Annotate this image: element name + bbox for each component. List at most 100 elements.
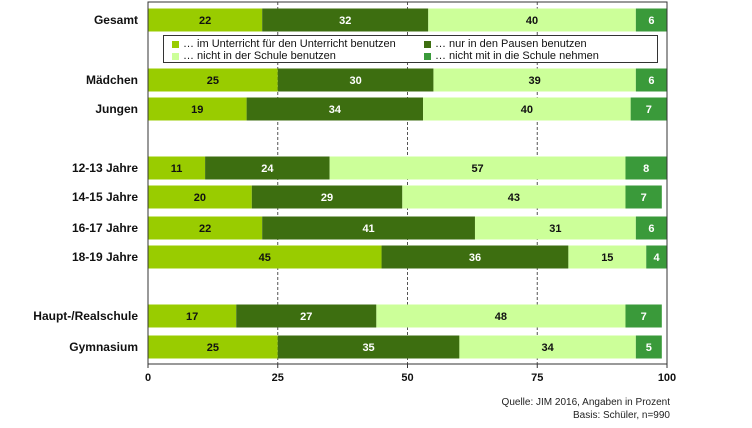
legend-item-pausen: … nur in den Pausen benutzen — [424, 38, 587, 50]
x-tick-label: 50 — [401, 372, 413, 384]
legend-swatch-nicht-mit — [424, 52, 431, 60]
x-tick-label: 75 — [531, 372, 543, 384]
bar-segment — [262, 216, 475, 240]
bar-segment — [625, 185, 662, 209]
bar-segment — [459, 335, 636, 359]
data-label: 45 — [259, 252, 271, 264]
data-label: 8 — [643, 163, 649, 175]
bar-segment — [236, 304, 377, 328]
data-label: 48 — [495, 311, 507, 323]
data-label: 29 — [321, 192, 333, 204]
category-label: Gymnasium — [69, 340, 138, 354]
legend-swatch-unterricht — [172, 40, 179, 48]
bar-segment — [277, 68, 434, 92]
legend-item-nicht-mit: … nicht mit in die Schule nehmen — [424, 50, 599, 62]
data-label: 25 — [207, 75, 219, 87]
bar-segment — [148, 8, 263, 32]
category-label: Mädchen — [86, 73, 138, 87]
bar-segment — [148, 335, 278, 359]
data-label: 15 — [601, 252, 613, 264]
legend-item-unterricht: … im Unterricht für den Unterricht benut… — [172, 38, 396, 50]
legend-swatch-pausen — [424, 40, 431, 48]
bar-segment — [625, 304, 662, 328]
category-label: 14-15 Jahre — [72, 190, 138, 204]
basis-line: Basis: Schüler, n=990 — [572, 410, 670, 421]
x-tick-label: 0 — [145, 372, 151, 384]
category-label: 18-19 Jahre — [72, 250, 138, 264]
data-label: 22 — [199, 15, 211, 27]
legend-swatch-nicht-schule — [172, 52, 179, 60]
data-label: 22 — [199, 223, 211, 235]
legend-item-nicht-schule: … nicht in der Schule benutzen — [172, 50, 336, 62]
data-label: 6 — [648, 75, 654, 87]
bar-segment — [251, 185, 403, 209]
bar-segment — [625, 156, 667, 180]
data-label: 7 — [641, 311, 647, 323]
category-label: Jungen — [95, 102, 138, 116]
data-label: 34 — [542, 342, 555, 354]
bar-segment — [635, 335, 662, 359]
bar-segment — [428, 8, 636, 32]
data-label: 30 — [349, 75, 361, 87]
bar-segment — [148, 68, 278, 92]
data-label: 25 — [207, 342, 219, 354]
bar-segment — [205, 156, 330, 180]
category-label: 16-17 Jahre — [72, 221, 138, 235]
data-label: 7 — [646, 104, 652, 116]
data-label: 24 — [261, 163, 274, 175]
bar-segment — [246, 97, 424, 121]
source-note: Quelle: JIM 2016, Angaben in Prozent Bas… — [502, 396, 670, 422]
category-label: 12-13 Jahre — [72, 161, 138, 175]
data-label: 41 — [362, 223, 374, 235]
data-label: 6 — [648, 15, 654, 27]
bar-segment — [148, 156, 206, 180]
data-label: 11 — [171, 163, 183, 175]
data-label: 34 — [329, 104, 342, 116]
data-label: 6 — [648, 223, 654, 235]
data-label: 7 — [641, 192, 647, 204]
bar-segment — [329, 156, 626, 180]
data-label: 39 — [529, 75, 541, 87]
bar-segment — [262, 8, 429, 32]
data-label: 31 — [549, 223, 561, 235]
legend-label-unterricht: … im Unterricht für den Unterricht benut… — [183, 38, 396, 50]
bar-segment — [635, 8, 667, 32]
data-label: 17 — [186, 311, 198, 323]
source-line: Quelle: JIM 2016, Angaben in Prozent — [501, 397, 670, 408]
bar-segment — [423, 97, 631, 121]
bar-segment — [568, 245, 647, 269]
bar-segment — [646, 245, 667, 269]
x-tick-label: 100 — [658, 372, 676, 384]
chart-legend: … im Unterricht für den Unterricht benut… — [163, 35, 658, 63]
data-label: 40 — [521, 104, 533, 116]
category-label: Gesamt — [94, 13, 138, 27]
bar-segment — [635, 216, 667, 240]
legend-label-nicht-schule: … nicht in der Schule benutzen — [183, 50, 336, 62]
bar-segment — [148, 97, 247, 121]
bar-segment — [148, 216, 263, 240]
data-label: 4 — [654, 252, 661, 264]
data-label: 32 — [339, 15, 351, 27]
bar-segment — [277, 335, 460, 359]
bar-segment — [474, 216, 636, 240]
data-label: 19 — [191, 104, 203, 116]
bar-segment — [630, 97, 667, 121]
bar-segment — [433, 68, 636, 92]
bar-segment — [376, 304, 626, 328]
bar-segment — [381, 245, 569, 269]
x-tick-label: 25 — [272, 372, 284, 384]
bar-segment — [635, 68, 667, 92]
data-label: 5 — [646, 342, 652, 354]
bar-segment — [148, 304, 237, 328]
bar-segment — [148, 185, 252, 209]
data-label: 43 — [508, 192, 520, 204]
legend-label-nicht-mit: … nicht mit in die Schule nehmen — [435, 50, 599, 62]
data-label: 27 — [300, 311, 312, 323]
data-label: 35 — [362, 342, 374, 354]
data-label: 57 — [471, 163, 483, 175]
legend-label-pausen: … nur in den Pausen benutzen — [435, 38, 587, 50]
data-label: 20 — [194, 192, 206, 204]
data-label: 36 — [469, 252, 481, 264]
